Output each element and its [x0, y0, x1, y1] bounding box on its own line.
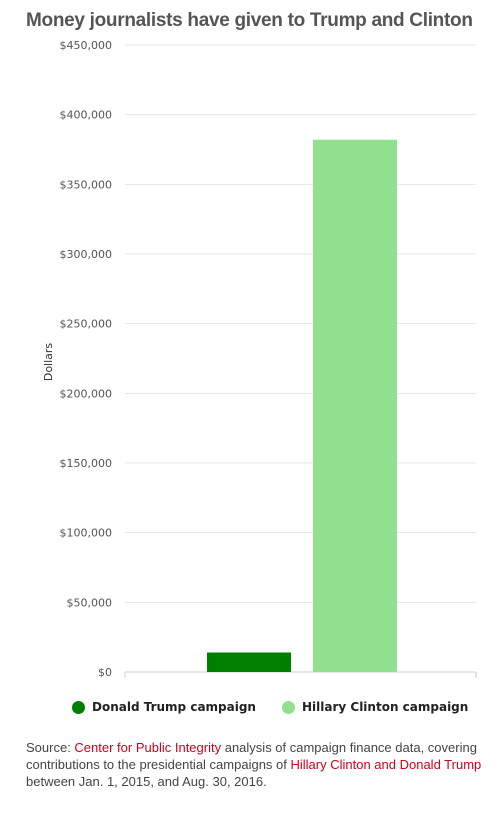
y-tick-label: $50,000 [67, 596, 113, 609]
gridlines [124, 44, 477, 678]
bars [207, 139, 397, 672]
source-link-cpi[interactable]: Center for Public Integrity [74, 740, 222, 755]
legend-item-trump[interactable]: Donald Trump campaign [72, 700, 256, 714]
y-tick-label: $350,000 [60, 178, 113, 191]
y-tick-label: $100,000 [60, 527, 113, 540]
bar-trump[interactable] [207, 652, 291, 672]
y-tick-label: $300,000 [60, 248, 113, 261]
y-tick-label: $450,000 [60, 39, 113, 52]
legend-swatch-trump [72, 700, 85, 714]
y-tick-label: $200,000 [60, 387, 113, 400]
source-suffix: between Jan. 1, 2015, and Aug. 30, 2016. [26, 774, 267, 789]
source-note: Source: Center for Public Integrity anal… [26, 739, 488, 790]
legend-label-trump: Donald Trump campaign [92, 700, 256, 714]
y-tick-label: $0 [98, 666, 112, 679]
legend-swatch-clinton [281, 700, 295, 714]
y-tick-label: $250,000 [60, 318, 113, 331]
y-tick-label: $400,000 [60, 109, 113, 122]
source-link-campaigns[interactable]: Hillary Clinton and Donald Trump [290, 757, 482, 772]
bar-clinton[interactable] [313, 139, 397, 672]
bar-chart: $0 $50,000 $100,000 $150,000 $200,000 $250,00… [42, 39, 477, 679]
source-prefix: Source: [26, 740, 75, 755]
legend-label-clinton: Hillary Clinton campaign [301, 700, 469, 714]
source-middle: analysis of campaign finance data, cover… [26, 740, 477, 772]
legend: Donald Trump campaign Hillary Clinton ca… [72, 700, 468, 714]
y-tick-label: $150,000 [60, 457, 113, 470]
legend-item-clinton[interactable]: Hillary Clinton campaign [281, 700, 469, 714]
y-axis-ticks: $0 $50,000 $100,000 $150,000 $200,000 $250,00… [60, 39, 113, 679]
y-axis-label: Dollars [42, 343, 55, 382]
chart-title: Money journalists have given to Trump an… [26, 10, 473, 31]
